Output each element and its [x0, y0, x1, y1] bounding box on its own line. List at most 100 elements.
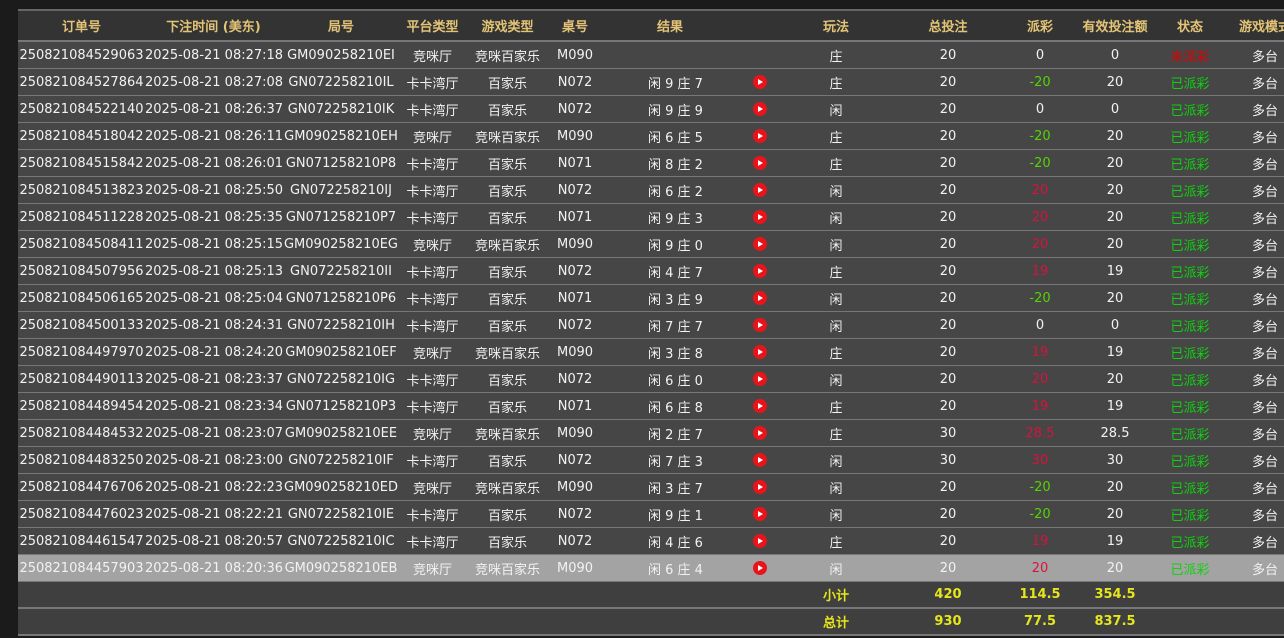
cell-valid-bet: 20 — [1076, 203, 1154, 231]
empty-cell — [145, 608, 282, 636]
play-video-icon[interactable] — [753, 102, 767, 116]
table-row[interactable]: 250821084518042 2025-08-21 08:26:11 GM0902… — [18, 122, 1284, 150]
cell-valid-bet: 0 — [1076, 95, 1154, 123]
table-row[interactable]: 250821084483250 2025-08-21 08:23:00 GN0722… — [18, 446, 1284, 474]
cell-game-type: 百家乐 — [465, 527, 550, 555]
cell-valid-bet: 20 — [1076, 554, 1154, 582]
header-video — [740, 9, 780, 42]
table-row[interactable]: 250821084476023 2025-08-21 08:22:21 GN0722… — [18, 500, 1284, 528]
cell-total-bet: 30 — [892, 446, 1004, 474]
cell-table-id: N072 — [550, 257, 600, 285]
play-video-icon[interactable] — [753, 453, 767, 467]
table-row[interactable]: 250821084461547 2025-08-21 08:20:57 GN0722… — [18, 527, 1284, 555]
header-round-id: 局号 — [282, 9, 400, 42]
play-video-icon[interactable] — [753, 399, 767, 413]
subtotal-row: 小计 420 114.5 354.5 — [18, 581, 1284, 609]
cell-order-id: 250821084507956 — [18, 257, 145, 285]
cell-payout: -20 — [1004, 122, 1076, 150]
table-row[interactable]: 250821084522140 2025-08-21 08:26:37 GN0722… — [18, 95, 1284, 123]
cell-round-id: GM090258210ED — [282, 473, 400, 501]
empty-cell — [282, 608, 400, 636]
cell-payout: -20 — [1004, 149, 1076, 177]
cell-bet-time: 2025-08-21 08:22:21 — [145, 500, 283, 528]
cell-valid-bet: 20 — [1076, 500, 1154, 528]
total-row: 总计 930 77.5 837.5 — [18, 608, 1284, 636]
cell-bet-time: 2025-08-21 08:23:00 — [145, 446, 283, 474]
cell-result — [600, 41, 740, 69]
cell-status: 已派彩 — [1154, 203, 1226, 231]
cell-play-type: 庄 — [780, 419, 892, 447]
play-video-icon[interactable] — [753, 75, 767, 89]
table-row[interactable]: 250821084457903 2025-08-21 08:20:36 GM0902… — [18, 554, 1284, 582]
video-cell — [740, 500, 780, 528]
table-row[interactable]: 250821084529063 2025-08-21 08:27:18 GM0902… — [18, 41, 1284, 69]
cell-game-type: 竞咪百家乐 — [465, 338, 550, 366]
cell-order-id: 250821084484532 — [18, 419, 145, 447]
video-cell — [740, 176, 780, 204]
play-video-icon[interactable] — [753, 183, 767, 197]
play-video-icon[interactable] — [753, 345, 767, 359]
play-video-icon[interactable] — [753, 372, 767, 386]
table-row[interactable]: 250821084508411 2025-08-21 08:25:15 GM0902… — [18, 230, 1284, 258]
play-video-icon[interactable] — [753, 318, 767, 332]
cell-valid-bet: 20 — [1076, 365, 1154, 393]
cell-status: 已派彩 — [1154, 68, 1226, 96]
header-total-bet: 总投注 — [892, 9, 1004, 42]
cell-total-bet: 20 — [892, 176, 1004, 204]
play-video-icon[interactable] — [753, 480, 767, 494]
cell-bet-time: 2025-08-21 08:24:31 — [145, 311, 283, 339]
play-video-icon[interactable] — [753, 237, 767, 251]
table-row[interactable]: 250821084490113 2025-08-21 08:23:37 GN0722… — [18, 365, 1284, 393]
table-row[interactable]: 250821084497970 2025-08-21 08:24:20 GM0902… — [18, 338, 1284, 366]
video-cell — [740, 365, 780, 393]
cell-platform-type: 卡卡湾厅 — [400, 446, 465, 474]
play-video-icon[interactable] — [753, 507, 767, 521]
table-row[interactable]: 250821084500133 2025-08-21 08:24:31 GN0722… — [18, 311, 1284, 339]
cell-play-type: 闲 — [780, 446, 892, 474]
play-video-icon[interactable] — [753, 534, 767, 548]
cell-payout: 0 — [1004, 311, 1076, 339]
cell-payout: 19 — [1004, 392, 1076, 420]
video-cell — [740, 230, 780, 258]
table-row[interactable]: 250821084476706 2025-08-21 08:22:23 GM0902… — [18, 473, 1284, 501]
table-row[interactable]: 250821084507956 2025-08-21 08:25:13 GN0722… — [18, 257, 1284, 285]
cell-valid-bet: 0 — [1076, 311, 1154, 339]
table-row[interactable]: 250821084515842 2025-08-21 08:26:01 GN0712… — [18, 149, 1284, 177]
cell-status: 已派彩 — [1154, 392, 1226, 420]
header-order-id: 订单号 — [18, 9, 145, 42]
cell-status: 已派彩 — [1154, 500, 1226, 528]
cell-valid-bet: 20 — [1076, 68, 1154, 96]
play-video-icon[interactable] — [753, 561, 767, 575]
cell-status: 已派彩 — [1154, 257, 1226, 285]
cell-game-type: 竞咪百家乐 — [465, 473, 550, 501]
play-video-icon[interactable] — [753, 129, 767, 143]
table-row[interactable]: 250821084513823 2025-08-21 08:25:50 GN0722… — [18, 176, 1284, 204]
play-video-icon[interactable] — [753, 210, 767, 224]
empty-cell — [465, 581, 550, 609]
cell-payout: 19 — [1004, 527, 1076, 555]
cell-bet-time: 2025-08-21 08:25:15 — [145, 230, 283, 258]
cell-result: 闲 4 庄 7 — [600, 257, 740, 285]
table-row[interactable]: 250821084484532 2025-08-21 08:23:07 GM0902… — [18, 419, 1284, 447]
table-row[interactable]: 250821084511228 2025-08-21 08:25:35 GN0712… — [18, 203, 1284, 231]
table-row[interactable]: 250821084527864 2025-08-21 08:27:08 GN0722… — [18, 68, 1284, 96]
table-row[interactable]: 250821084506165 2025-08-21 08:25:04 GN0712… — [18, 284, 1284, 312]
play-video-icon[interactable] — [753, 156, 767, 170]
cell-platform-type: 竞咪厅 — [400, 554, 465, 582]
table-row[interactable]: 250821084489454 2025-08-21 08:23:34 GN0712… — [18, 392, 1284, 420]
video-cell — [740, 446, 780, 474]
play-video-icon[interactable] — [753, 426, 767, 440]
play-video-icon[interactable] — [753, 264, 767, 278]
video-cell — [740, 257, 780, 285]
cell-total-bet: 20 — [892, 500, 1004, 528]
play-video-icon[interactable] — [753, 291, 767, 305]
total-label: 总计 — [780, 608, 892, 636]
video-cell — [740, 392, 780, 420]
cell-platform-type: 卡卡湾厅 — [400, 284, 465, 312]
cell-round-id: GM090258210EB — [282, 554, 400, 582]
cell-payout: 30 — [1004, 446, 1076, 474]
cell-table-id: M090 — [550, 419, 600, 447]
cell-play-type: 闲 — [780, 500, 892, 528]
cell-game-type: 百家乐 — [465, 446, 550, 474]
empty-cell — [740, 581, 780, 609]
